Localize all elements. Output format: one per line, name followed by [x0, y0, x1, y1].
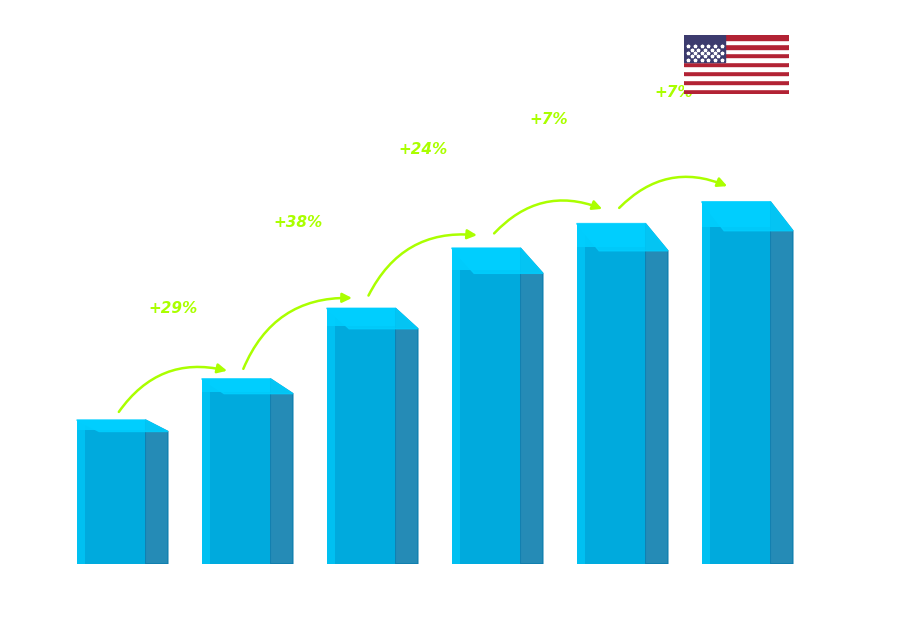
- Polygon shape: [577, 224, 668, 251]
- Text: +7%: +7%: [529, 112, 568, 127]
- Bar: [452, 248, 520, 271]
- Bar: [327, 308, 395, 564]
- Bar: [202, 379, 270, 392]
- Text: 125,000 USD: 125,000 USD: [572, 201, 650, 213]
- Text: Salary Comparison By Experience: Salary Comparison By Experience: [36, 45, 612, 74]
- Bar: [702, 202, 710, 564]
- Bar: [702, 202, 770, 227]
- Text: +7%: +7%: [654, 85, 693, 100]
- Text: 93,900 USD: 93,900 USD: [326, 288, 396, 301]
- Polygon shape: [202, 379, 292, 394]
- Polygon shape: [645, 224, 668, 564]
- Polygon shape: [702, 202, 793, 231]
- Bar: [327, 308, 335, 564]
- Bar: [202, 379, 270, 564]
- Bar: [76, 420, 85, 564]
- Text: salary: salary: [402, 615, 450, 629]
- Bar: [577, 224, 645, 247]
- Polygon shape: [270, 379, 292, 564]
- Bar: [327, 308, 395, 326]
- Text: +24%: +24%: [399, 142, 448, 157]
- Polygon shape: [327, 308, 418, 329]
- Bar: [76, 420, 146, 430]
- Polygon shape: [76, 420, 168, 431]
- Polygon shape: [770, 202, 793, 564]
- Bar: [202, 379, 210, 564]
- Polygon shape: [146, 420, 168, 564]
- Bar: [702, 202, 770, 564]
- Bar: [452, 248, 520, 564]
- Bar: [577, 224, 645, 564]
- Text: Art Manager: Art Manager: [36, 99, 148, 117]
- Bar: [452, 248, 460, 564]
- Polygon shape: [452, 248, 543, 273]
- Text: 52,900 USD: 52,900 USD: [76, 403, 146, 415]
- Polygon shape: [520, 248, 543, 564]
- Text: +29%: +29%: [148, 301, 198, 316]
- Bar: [577, 224, 585, 564]
- Text: 116,000 USD: 116,000 USD: [447, 226, 525, 238]
- Text: explorer.com: explorer.com: [450, 615, 540, 629]
- Polygon shape: [395, 308, 418, 564]
- Text: 133,000 USD: 133,000 USD: [698, 178, 774, 191]
- Text: Average Yearly Salary: Average Yearly Salary: [863, 264, 874, 377]
- Polygon shape: [684, 35, 725, 62]
- Bar: [76, 420, 146, 564]
- Text: 68,000 USD: 68,000 USD: [202, 360, 271, 373]
- Text: +38%: +38%: [274, 215, 323, 230]
